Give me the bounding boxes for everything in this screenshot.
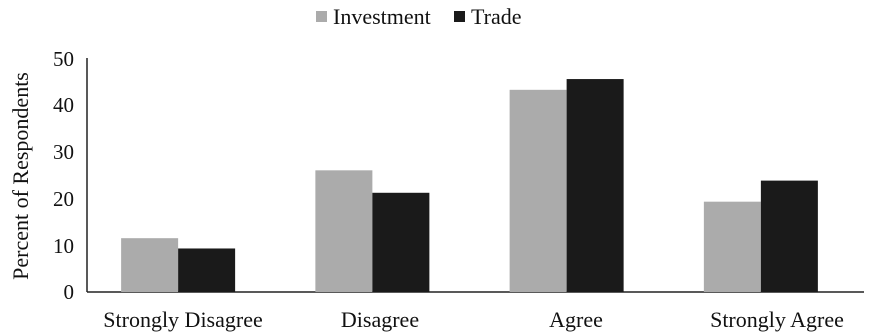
bar-trade-strongly-agree: [760, 180, 818, 292]
legend-label-investment: Investment: [333, 4, 431, 29]
y-axis: 0 10 20 30 40 50: [53, 47, 88, 304]
bar-investment-agree: [509, 89, 567, 292]
bar-trade-agree: [566, 79, 624, 292]
legend-swatch-investment: [316, 11, 327, 22]
legend: Investment Trade: [316, 4, 522, 29]
y-tick-label: 50: [53, 47, 74, 71]
x-category-label: Disagree: [341, 307, 419, 332]
bar-trade-disagree: [372, 192, 430, 292]
legend-swatch-trade: [454, 11, 465, 22]
y-axis-title: Percent of Respondents: [8, 72, 33, 280]
x-category-label: Strongly Agree: [710, 307, 844, 332]
y-tick-label: 20: [53, 187, 74, 211]
x-axis: Strongly Disagree Disagree Agree Strongl…: [87, 291, 864, 332]
y-tick-label: 30: [53, 140, 74, 164]
bar-trade-strongly-disagree: [178, 248, 236, 292]
legend-label-trade: Trade: [471, 4, 522, 29]
y-tick-label: 10: [53, 234, 74, 258]
bar-investment-disagree: [315, 170, 373, 292]
y-tick-label: 40: [53, 93, 74, 117]
bar-investment-strongly-agree: [703, 201, 761, 292]
bar-investment-strongly-disagree: [121, 238, 179, 292]
bars: [121, 79, 818, 292]
y-tick-label: 0: [64, 280, 75, 304]
x-category-label: Agree: [549, 307, 603, 332]
x-category-label: Strongly Disagree: [103, 307, 262, 332]
